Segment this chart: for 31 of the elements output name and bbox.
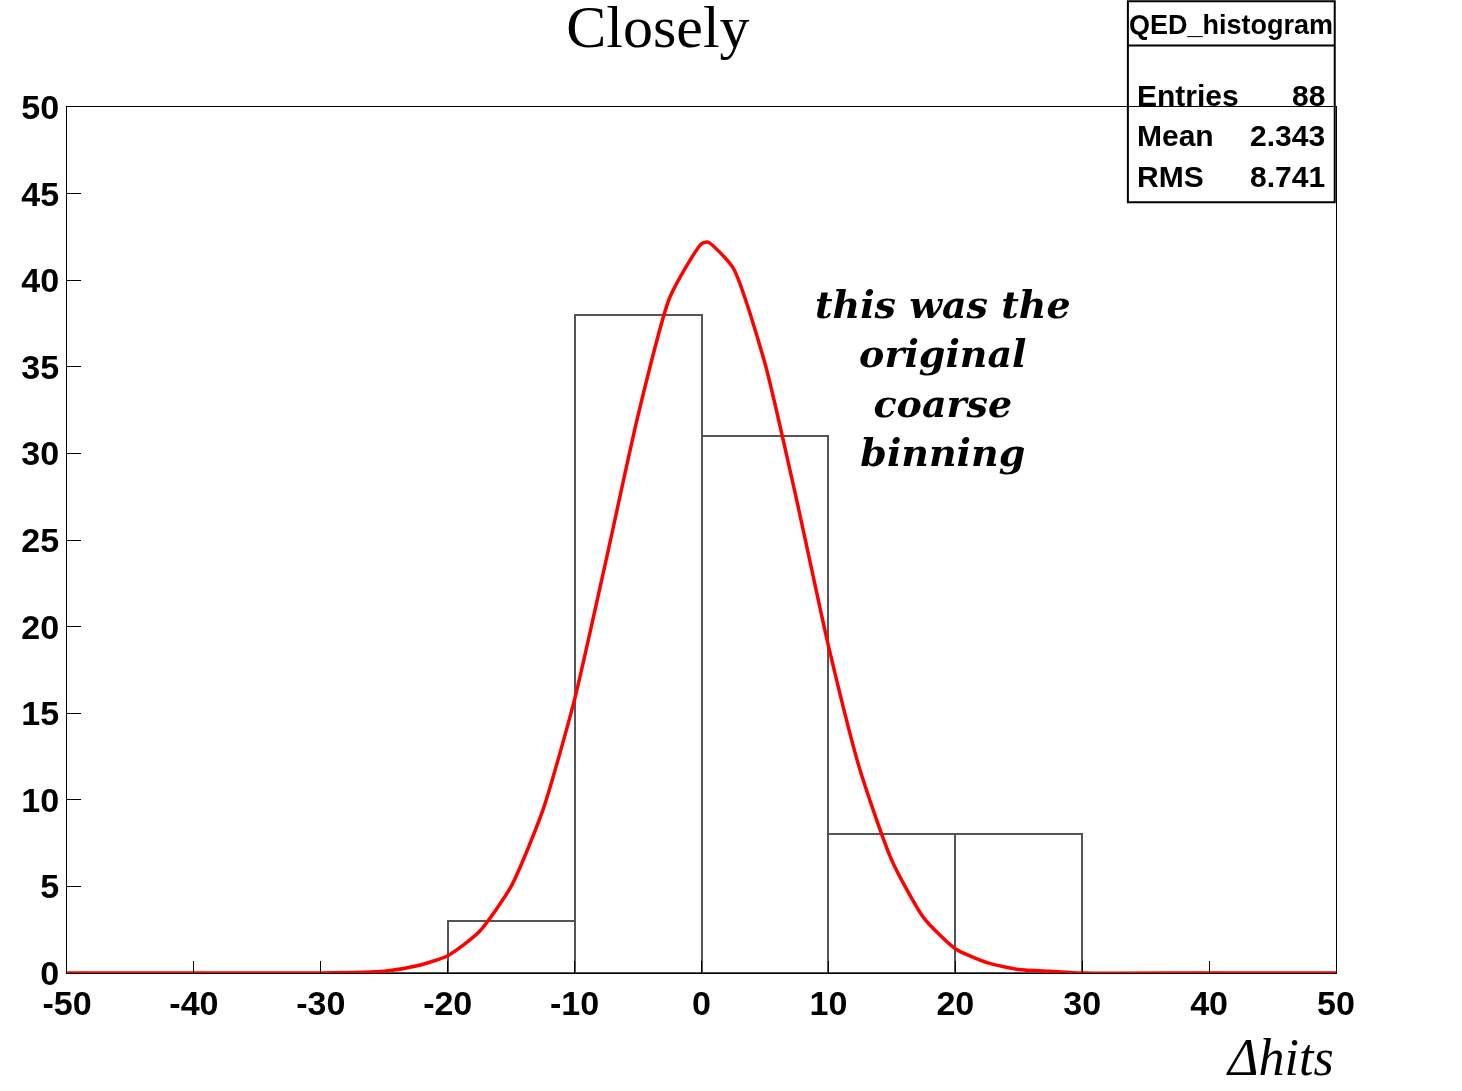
x-tick-label: 20	[936, 983, 975, 1022]
x-tick-label: 10	[809, 983, 848, 1022]
x-tick-label: 40	[1190, 983, 1229, 1022]
y-tick-label: 0	[40, 953, 60, 992]
annotation: 2.343	[1250, 119, 1326, 152]
annotation: 8.741	[1250, 160, 1326, 193]
x-tick-label: -40	[169, 983, 219, 1022]
y-tick-label: 25	[21, 520, 60, 559]
y-tick-label: 10	[21, 780, 60, 819]
x-tick-label: -10	[550, 983, 600, 1022]
text: QED_histogram	[1129, 10, 1334, 40]
x-tick-label: 50	[1317, 983, 1355, 1022]
y-tick-label: 30	[21, 434, 60, 473]
y-tick-label: 40	[21, 261, 60, 300]
annotation: Mean	[1137, 119, 1214, 152]
annotation: this was the original coarse binning	[815, 282, 1071, 476]
x-tick-label: -30	[296, 983, 346, 1022]
x-tick-label: 0	[692, 983, 711, 1022]
y-tick-label: 15	[21, 694, 60, 733]
x-tick-label: -20	[423, 983, 473, 1022]
annotation: RMS	[1137, 160, 1204, 193]
y-tick-label: 20	[21, 607, 60, 646]
y-tick-label: 5	[40, 867, 60, 906]
annotation: Entries	[1137, 79, 1239, 112]
x-axis-title: Δhits	[1226, 1029, 1334, 1086]
y-tick-label: 50	[21, 87, 60, 126]
y-tick-label: 35	[21, 347, 60, 386]
annotation: 88	[1292, 79, 1326, 112]
x-tick-label: 30	[1063, 983, 1102, 1022]
chart-title: Closely	[566, 0, 750, 61]
y-tick-label: 45	[21, 174, 60, 213]
